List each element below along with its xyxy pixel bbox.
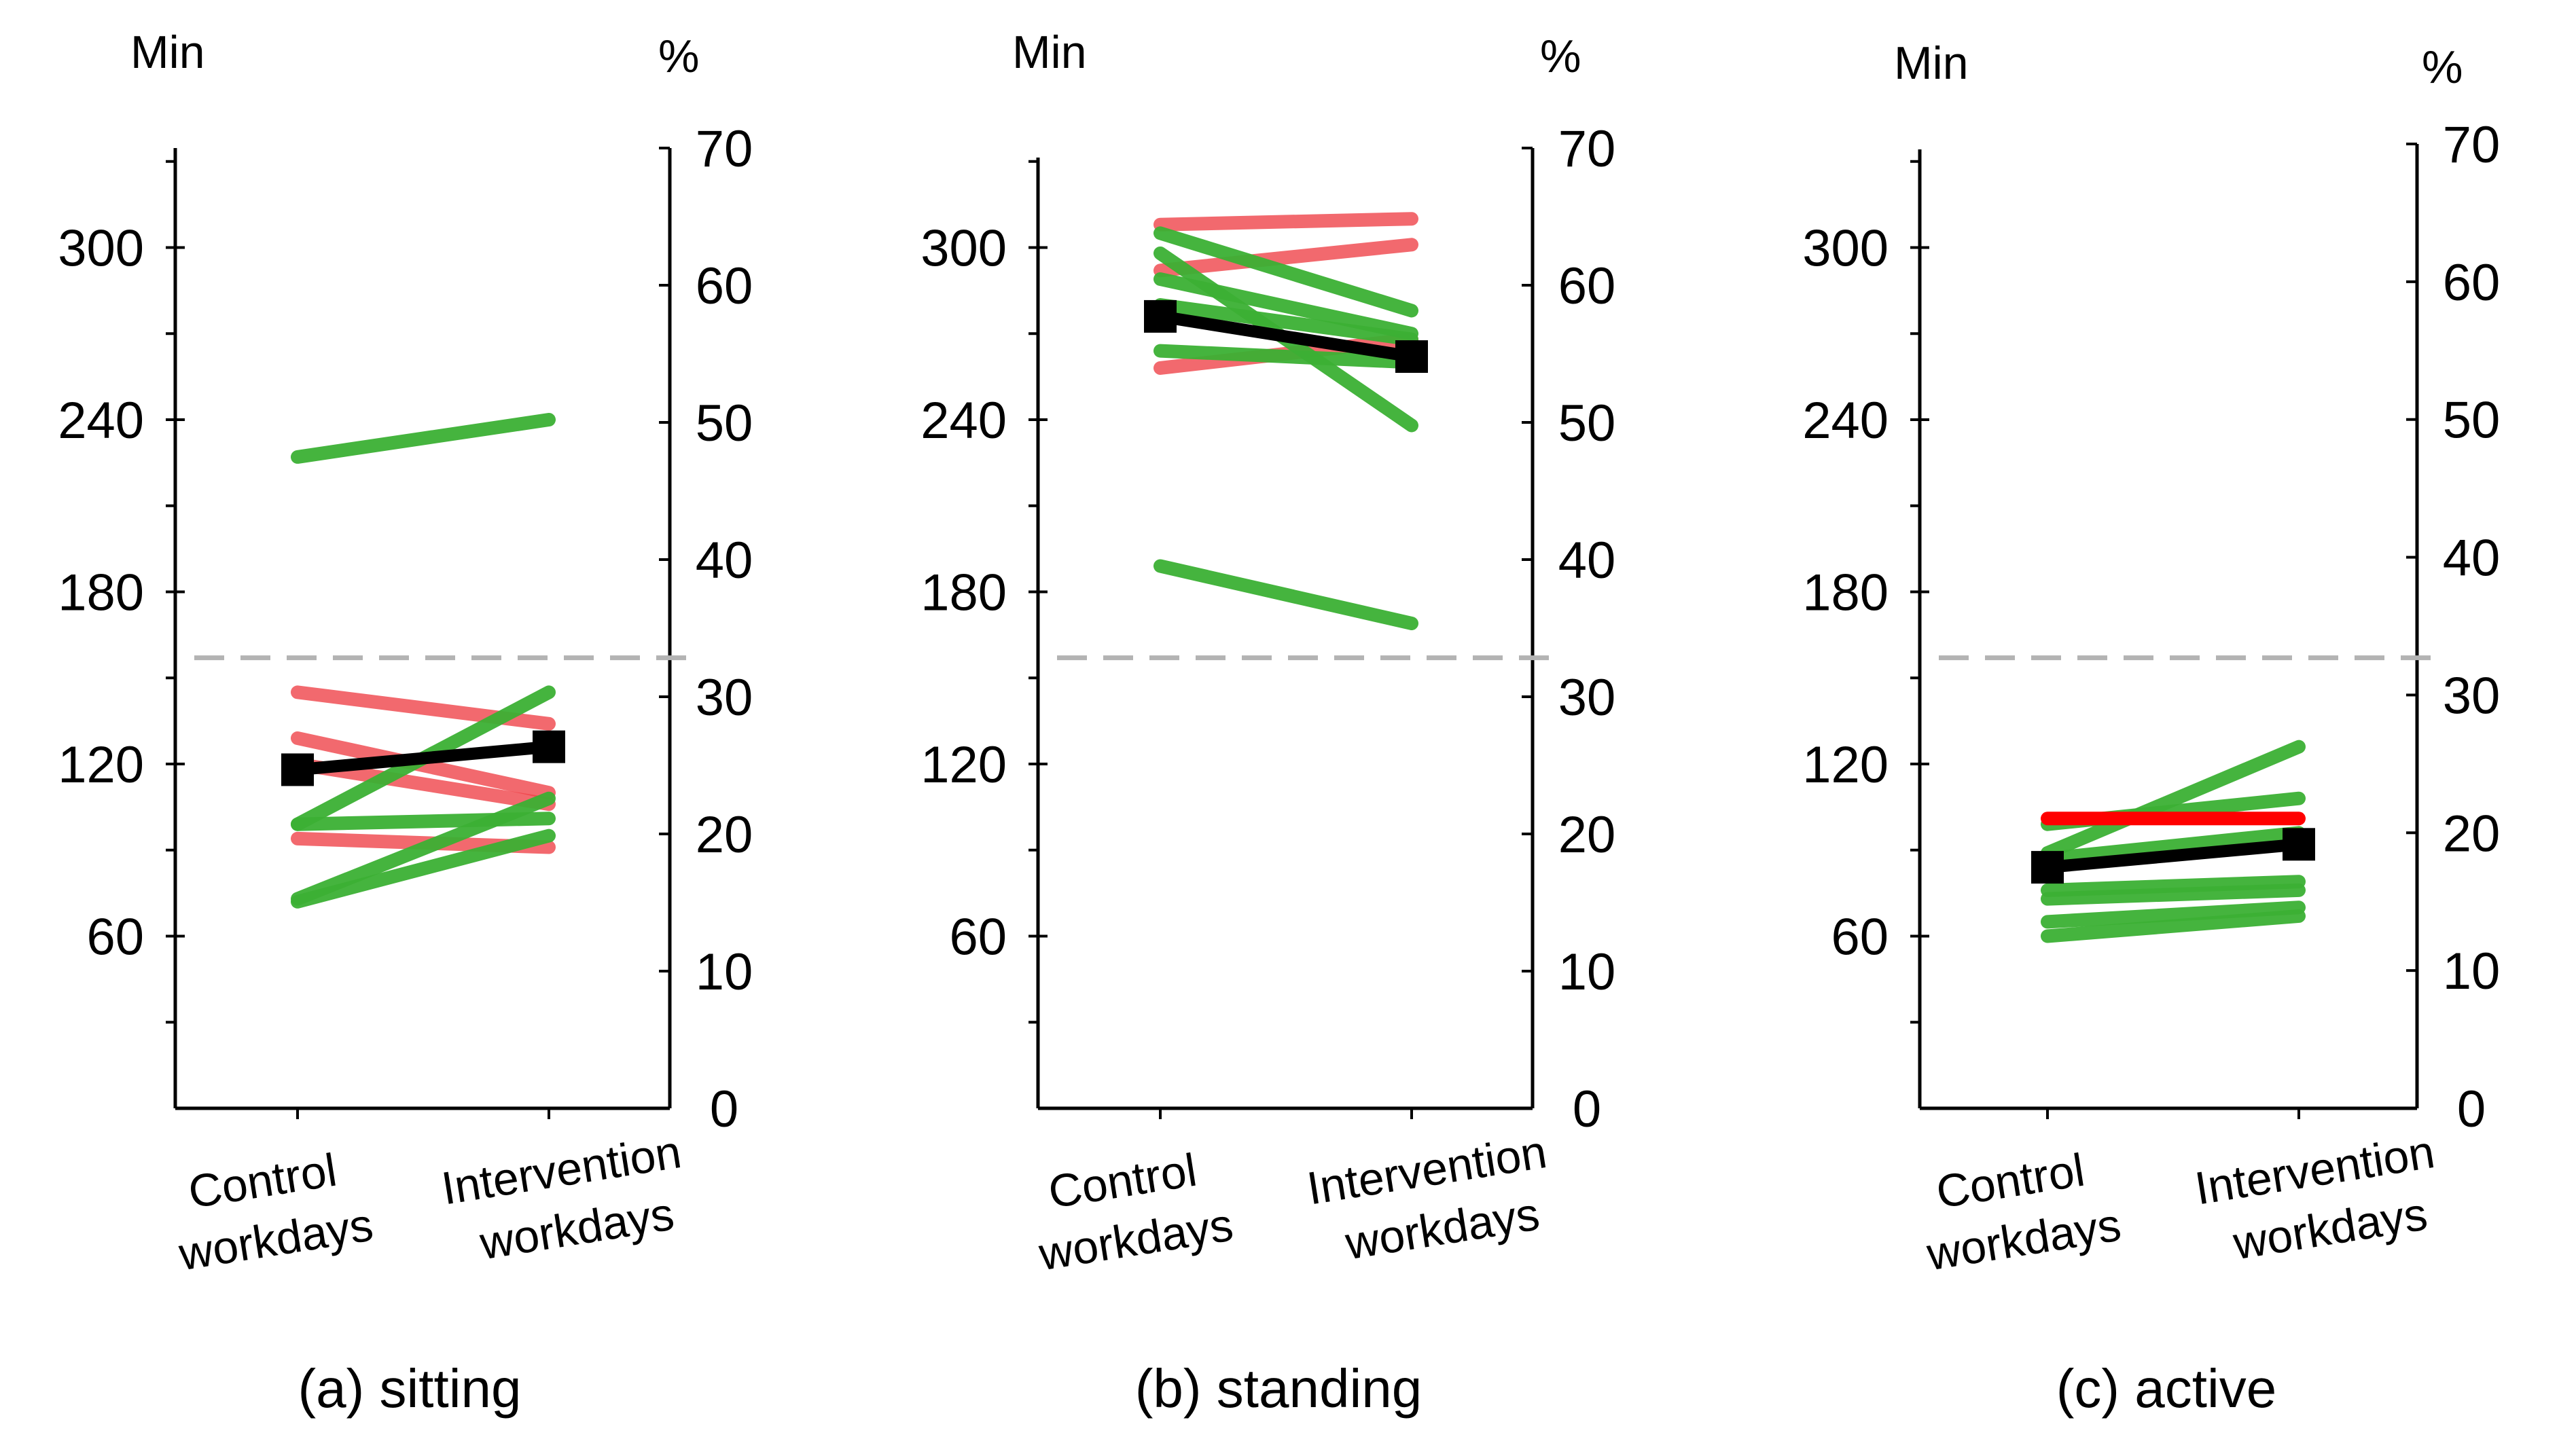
right-tick-label: 50: [696, 395, 753, 452]
left-axis-unit: Min: [1894, 37, 1969, 89]
right-tick-label: 70: [696, 120, 753, 178]
participant-line: [1153, 238, 1418, 278]
participant-line: [2041, 883, 2306, 906]
left-tick-label: 180: [58, 564, 144, 622]
right-tick-label: 20: [696, 806, 753, 864]
right-tick-label: 30: [696, 669, 753, 727]
left-tick-label: 60: [1831, 909, 1889, 966]
right-tick-label: 40: [696, 532, 753, 589]
right-tick-label: 60: [1558, 257, 1616, 315]
left-tick-label: 120: [1802, 736, 1889, 794]
left-tick-label: 180: [1802, 564, 1889, 622]
participant-lines: [1153, 212, 1418, 630]
participant-line: [1153, 226, 1418, 318]
left-tick-label: 300: [920, 220, 1007, 278]
right-tick-label: 50: [1558, 395, 1616, 452]
participant-line: [1153, 559, 1418, 630]
left-tick-label: 300: [1802, 220, 1889, 278]
mean-marker: [281, 753, 314, 786]
participant-line: [1153, 344, 1418, 369]
panel-title: (a) sitting: [298, 1358, 522, 1419]
mean-marker: [1144, 299, 1177, 333]
axes: 60 120 180 240 300 0 10 20 30 40 50 60 70: [920, 120, 1615, 1138]
left-tick-label: 240: [920, 392, 1007, 450]
right-axis-unit: %: [1540, 31, 1581, 82]
mean-line: [281, 730, 565, 786]
mean-marker: [1395, 340, 1428, 374]
right-axis-unit: %: [658, 31, 699, 82]
left-tick-label: 120: [58, 736, 144, 794]
mean-line-segment: [1159, 310, 1413, 363]
participant-line: [2041, 909, 2306, 943]
right-tick-label: 0: [1573, 1080, 1601, 1138]
axes: 60 120 180 240 300 0 10 20 30 40 50 60 70: [58, 120, 753, 1138]
left-axis-unit: Min: [1012, 26, 1087, 78]
panel-title: (b) standing: [1135, 1358, 1422, 1419]
mean-line: [1144, 299, 1428, 374]
panel-title: (c) active: [2056, 1358, 2277, 1419]
participant-lines: [2041, 740, 2306, 943]
participant-line: [291, 829, 556, 909]
right-tick-label: 20: [2443, 805, 2501, 862]
mean-line: [2031, 828, 2315, 884]
participant-line: [291, 413, 556, 464]
right-tick-label: 10: [696, 943, 753, 1001]
left-tick-label: 120: [920, 736, 1007, 794]
right-tick-label: 70: [2443, 116, 2501, 174]
left-tick-label: 300: [58, 220, 144, 278]
right-tick-label: 10: [1558, 943, 1616, 1001]
mean-marker: [533, 730, 565, 763]
right-tick-label: 60: [696, 257, 753, 315]
participant-line: [291, 791, 556, 906]
participant-line: [1153, 272, 1418, 341]
right-tick-label: 0: [710, 1080, 738, 1138]
left-tick-label: 60: [949, 909, 1007, 966]
participant-line: [2041, 826, 2306, 866]
participant-line: [2041, 740, 2306, 860]
right-tick-label: 20: [1558, 806, 1616, 864]
mean-line-segment: [297, 740, 550, 776]
left-tick-label: 180: [920, 564, 1007, 622]
right-tick-label: 30: [2443, 667, 2501, 725]
participant-line: [1153, 212, 1418, 232]
left-tick-label: 60: [86, 909, 144, 966]
left-tick-label: 240: [58, 392, 144, 450]
participant-line: [2041, 875, 2306, 897]
left-tick-label: 240: [1802, 392, 1889, 450]
right-tick-label: 0: [2457, 1080, 2486, 1138]
right-tick-label: 50: [2443, 392, 2501, 450]
right-tick-label: 30: [1558, 669, 1616, 727]
right-tick-label: 40: [2443, 530, 2501, 587]
participant-line: [2041, 900, 2306, 929]
participant-lines: [291, 413, 556, 909]
participant-line: [1153, 298, 1418, 346]
mean-line-segment: [2047, 838, 2300, 874]
right-tick-label: 10: [2443, 943, 2501, 1000]
right-axis-unit: %: [2422, 41, 2463, 93]
left-axis-unit: Min: [130, 26, 205, 78]
right-tick-label: 70: [1558, 120, 1616, 178]
right-tick-label: 60: [2443, 254, 2501, 312]
right-tick-label: 40: [1558, 532, 1616, 589]
axes: 60 120 180 240 300 0 10 20 30 40 50 60 70: [1802, 116, 2500, 1138]
mean-marker: [2283, 828, 2315, 861]
mean-marker: [2031, 851, 2064, 884]
